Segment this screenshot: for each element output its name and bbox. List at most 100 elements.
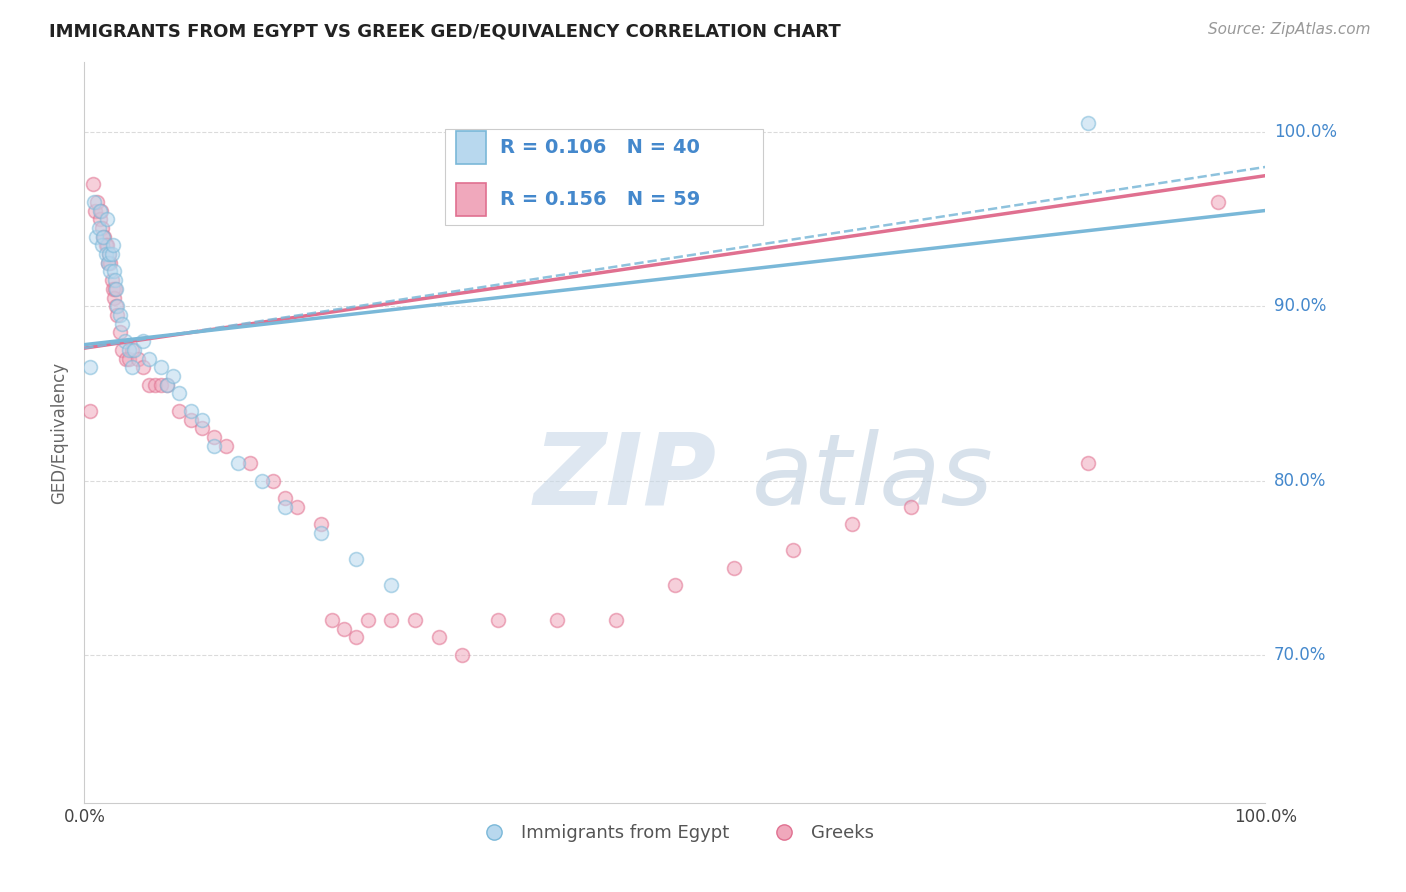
Point (86, 194, 108, 209)
Point (84, 203, 107, 218)
Point (121, 360, 143, 375)
Text: atlas: atlas (752, 428, 993, 525)
Point (103, 291, 125, 305)
Point (900, 500, 922, 514)
Point (1077, 456, 1099, 470)
Point (451, 648, 474, 662)
Point (90, 203, 112, 218)
Text: IMMIGRANTS FROM EGYPT VS GREEK GED/EQUIVALENCY CORRELATION CHART: IMMIGRANTS FROM EGYPT VS GREEK GED/EQUIV… (49, 22, 841, 40)
Point (380, 613, 402, 627)
Point (118, 351, 141, 366)
Point (143, 377, 166, 392)
Point (111, 317, 134, 331)
Point (89, 203, 111, 218)
Text: ZIP: ZIP (533, 428, 716, 525)
Point (107, 299, 129, 313)
Text: R = 0.156   N = 59: R = 0.156 N = 59 (501, 190, 700, 209)
Y-axis label: GED/Equivalency: GED/Equivalency (51, 361, 69, 504)
Point (1077, 116, 1099, 130)
Point (122, 343, 145, 357)
Bar (457, 131, 486, 164)
Point (156, 377, 179, 392)
Text: 90.0%: 90.0% (1274, 297, 1326, 316)
Point (96, 238, 118, 252)
Point (723, 560, 745, 574)
Bar (457, 183, 486, 216)
Legend: Immigrants from Egypt, Greeks: Immigrants from Egypt, Greeks (468, 817, 882, 849)
Text: Source: ZipAtlas.com: Source: ZipAtlas.com (1208, 22, 1371, 37)
Point (546, 613, 568, 627)
Point (150, 360, 173, 375)
FancyBboxPatch shape (444, 129, 763, 226)
Point (239, 456, 262, 470)
Point (79, 360, 101, 375)
Point (274, 500, 297, 514)
Point (114, 334, 136, 348)
Point (138, 377, 160, 392)
Point (664, 578, 686, 592)
Point (103, 264, 125, 278)
Point (82, 178, 104, 192)
Point (180, 412, 202, 426)
Point (132, 334, 155, 348)
Text: 100.0%: 100.0% (1274, 123, 1337, 141)
Point (91, 229, 114, 244)
Point (96, 212, 118, 227)
Point (93, 229, 115, 244)
Point (191, 412, 214, 426)
Point (108, 308, 131, 322)
Point (127, 351, 149, 366)
Point (180, 404, 202, 418)
Point (104, 282, 127, 296)
Point (94, 247, 117, 261)
Point (274, 491, 297, 505)
Point (309, 525, 332, 540)
Text: 80.0%: 80.0% (1274, 472, 1326, 490)
Point (121, 343, 143, 357)
Point (344, 552, 367, 566)
Point (98, 247, 121, 261)
Point (91, 229, 114, 244)
Point (250, 474, 273, 488)
Point (105, 282, 128, 296)
Point (782, 543, 804, 558)
Point (132, 360, 155, 375)
Point (104, 273, 127, 287)
Point (100, 273, 122, 287)
Point (357, 613, 380, 627)
Point (841, 517, 863, 532)
Point (191, 421, 214, 435)
Point (309, 517, 332, 532)
Point (111, 343, 134, 357)
Point (98, 264, 121, 278)
Point (105, 299, 128, 313)
Point (333, 622, 356, 636)
Point (486, 613, 509, 627)
Point (79, 404, 101, 418)
Point (87, 221, 110, 235)
Point (321, 613, 343, 627)
Point (97, 256, 120, 270)
Point (138, 351, 160, 366)
Point (98, 256, 121, 270)
Point (98, 247, 121, 261)
Point (101, 282, 124, 296)
Text: 70.0%: 70.0% (1274, 646, 1326, 664)
Point (118, 343, 141, 357)
Point (215, 439, 238, 453)
Point (94, 238, 117, 252)
Point (89, 212, 111, 227)
Point (162, 369, 184, 384)
Point (226, 456, 249, 470)
Point (605, 613, 627, 627)
Point (404, 613, 426, 627)
Point (1206, 194, 1229, 209)
Point (167, 386, 190, 401)
Point (97, 256, 120, 270)
Point (285, 500, 308, 514)
Point (101, 238, 124, 252)
Point (202, 439, 225, 453)
Point (156, 377, 179, 392)
Point (107, 308, 129, 322)
Text: R = 0.106   N = 40: R = 0.106 N = 40 (501, 138, 700, 157)
